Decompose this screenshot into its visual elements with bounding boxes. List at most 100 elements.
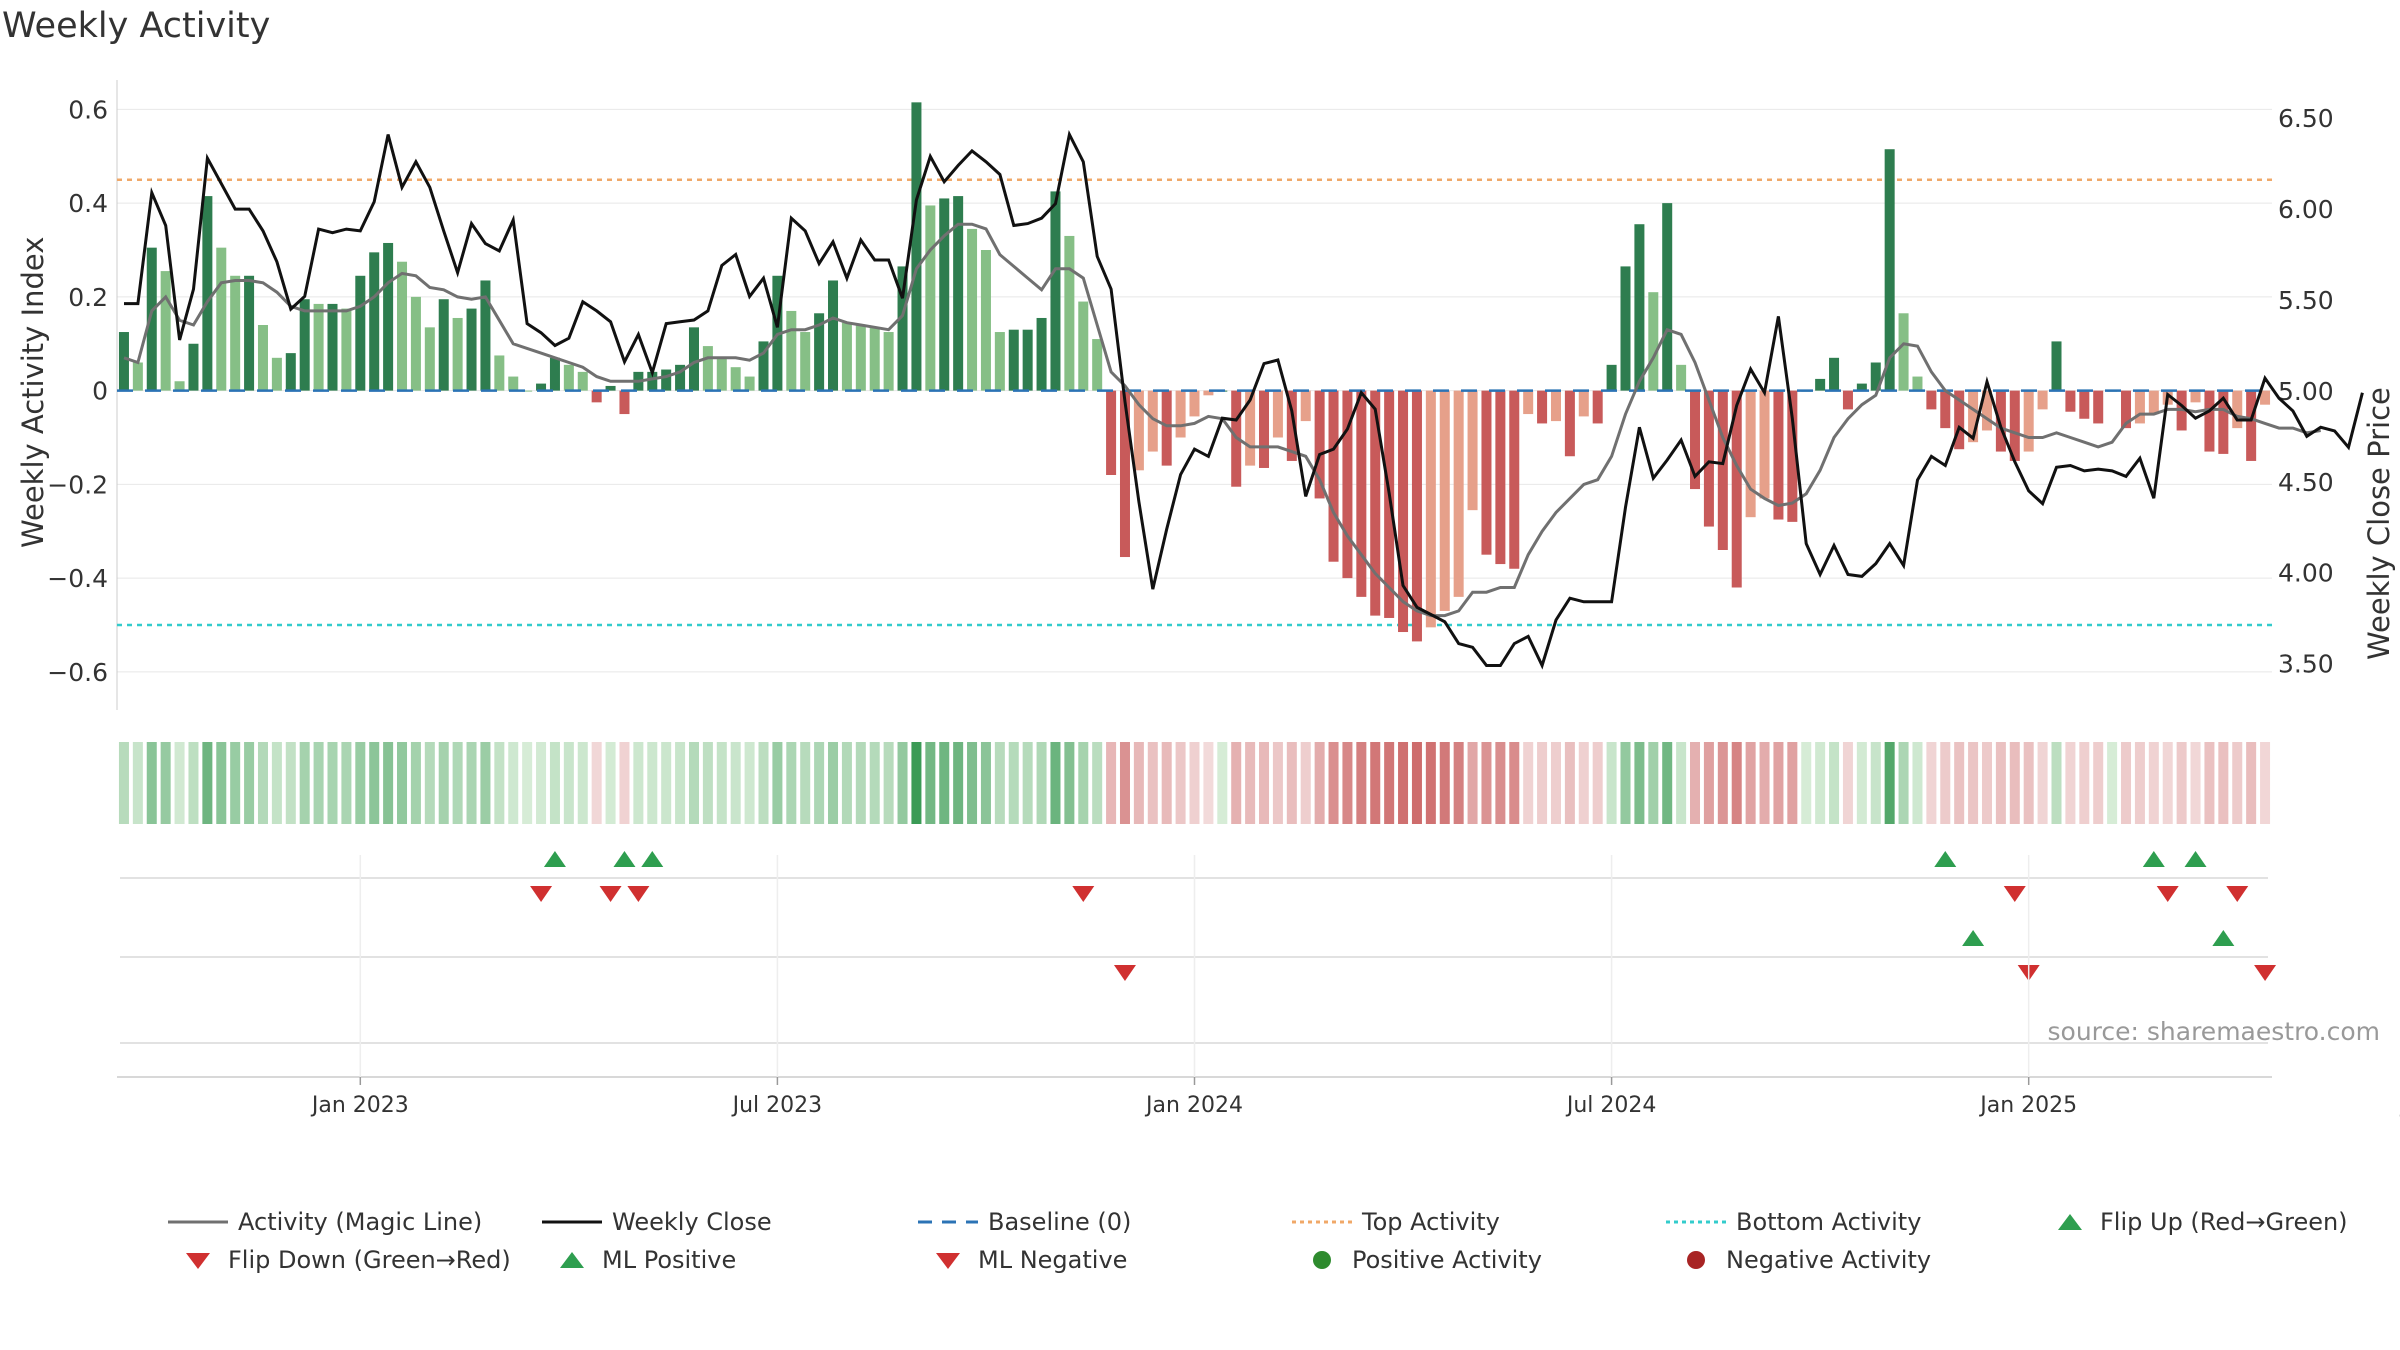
activity-bar <box>1968 390 1979 443</box>
heat-strip-cell <box>1926 742 1937 824</box>
heat-strip-cell <box>2093 742 2104 824</box>
activity-bar <box>1342 390 1353 579</box>
heat-strip-cell <box>452 742 463 824</box>
heat-strip-cell <box>1161 742 1172 824</box>
heat-strip-cell <box>1884 742 1895 824</box>
activity-bar <box>1912 376 1923 391</box>
activity-bar <box>2134 390 2145 424</box>
activity-bar <box>522 390 533 392</box>
activity-bar <box>1842 390 1853 410</box>
heat-strip-cell <box>2037 742 2048 824</box>
heat-strip-cell <box>146 742 157 824</box>
activity-bars <box>118 102 2271 642</box>
heat-strip-cell <box>758 742 769 824</box>
activity-bar <box>647 371 658 391</box>
activity-bar <box>132 362 143 391</box>
heat-strip-cell <box>2148 742 2159 824</box>
bottom-activity-swatch-icon <box>1666 1220 1726 1224</box>
activity-bar <box>1272 390 1283 438</box>
activity-bar <box>2232 390 2243 429</box>
activity-bar <box>2246 390 2257 461</box>
activity-bar <box>1550 390 1561 422</box>
heat-strip-cell <box>2204 742 2215 824</box>
activity-bar <box>2204 390 2215 452</box>
legend-item-negative-activity: Negative Activity <box>1676 1246 1931 1274</box>
heat-strip-cell <box>508 742 519 824</box>
circle-green-icon <box>1313 1251 1331 1269</box>
flip-down-marker <box>2226 886 2249 902</box>
heat-strip-cell <box>702 742 713 824</box>
heat-strip-cell <box>202 742 213 824</box>
activity-bar <box>369 252 380 391</box>
heat-strip-cell <box>1328 742 1339 824</box>
heat-strip-cell <box>1731 742 1742 824</box>
legend-label: Activity (Magic Line) <box>238 1208 483 1236</box>
activity-bar <box>1300 390 1311 422</box>
y-left-tick-label: −0.6 <box>47 658 108 687</box>
heat-strip-cell <box>994 742 1005 824</box>
heat-strip-cell <box>1008 742 1019 824</box>
activity-bar <box>1592 390 1603 424</box>
heat-strip-cell <box>132 742 143 824</box>
heat-strip-cell <box>257 742 268 824</box>
heat-strip-cell <box>2107 742 2118 824</box>
activity-bar <box>285 353 296 391</box>
heat-strip-cell <box>2121 742 2132 824</box>
activity-bar <box>2009 390 2020 461</box>
flip-up-marker <box>613 851 636 867</box>
top-activity-swatch-icon <box>1292 1220 1352 1224</box>
activity-bar <box>841 322 852 391</box>
activity-bar <box>828 280 839 391</box>
activity-bar <box>1008 329 1019 391</box>
heat-strip-cell <box>1439 742 1450 824</box>
chart-title: Weekly Activity <box>2 6 271 46</box>
activity-bar <box>1189 390 1200 417</box>
activity-bar <box>480 280 491 391</box>
heat-strip-cell <box>563 742 574 824</box>
heat-strip-cell <box>647 742 658 824</box>
activity-bar <box>939 198 950 391</box>
legend-label: Negative Activity <box>1726 1246 1932 1274</box>
activity-bar <box>1453 390 1464 597</box>
heat-strip-cell <box>1272 742 1283 824</box>
heat-strip-cell <box>1856 742 1867 824</box>
heat-strip-cell <box>1606 742 1617 824</box>
activity-bar <box>118 332 129 391</box>
heat-strip-cell <box>1815 742 1826 824</box>
activity-bar <box>716 357 727 391</box>
heat-strip-cell <box>1231 742 1242 824</box>
activity-bar <box>869 327 880 391</box>
activity-bar <box>146 247 157 391</box>
activity-bar <box>688 327 699 391</box>
activity-bar <box>188 343 199 391</box>
activity-bar <box>855 325 866 391</box>
heat-strip-cell <box>744 742 755 824</box>
heat-strip-cell <box>1147 742 1158 824</box>
heat-strip-cell <box>1119 742 1130 824</box>
heat-strip-cell <box>1829 742 1840 824</box>
activity-bar <box>230 275 241 391</box>
activity-bar <box>744 376 755 391</box>
activity-bar <box>271 357 282 391</box>
heat-strip-cell <box>1022 742 1033 824</box>
heat-strip-cell <box>2232 742 2243 824</box>
activity-bar <box>1523 390 1534 415</box>
flip-up-marker <box>641 851 664 867</box>
flip-down-marker <box>599 886 622 902</box>
source-credit: source: sharemaestro.com <box>2047 1017 2381 1046</box>
activity-bar <box>1606 364 1617 391</box>
heat-strip-cell <box>1509 742 1520 824</box>
legend-item-weekly-close: Weekly Close <box>542 1208 772 1236</box>
activity-bar <box>1940 390 1951 429</box>
flip-up-marker <box>543 851 566 867</box>
heat-strip-cell <box>688 742 699 824</box>
x-axis-ticks: Jan 2023 Jul 2023 Jan 2024 Jul 2024 Jan 2025… <box>310 855 2400 1118</box>
activity-bar <box>1384 390 1395 618</box>
heat-strip-cell <box>1370 742 1381 824</box>
magic-line-swatch-icon <box>168 1220 228 1224</box>
heat-strip-cell <box>1592 742 1603 824</box>
activity-bar <box>452 317 463 391</box>
y-left-tick-label: −0.2 <box>47 470 108 499</box>
activity-bar <box>2051 341 2062 391</box>
heat-strip-cell <box>953 742 964 824</box>
